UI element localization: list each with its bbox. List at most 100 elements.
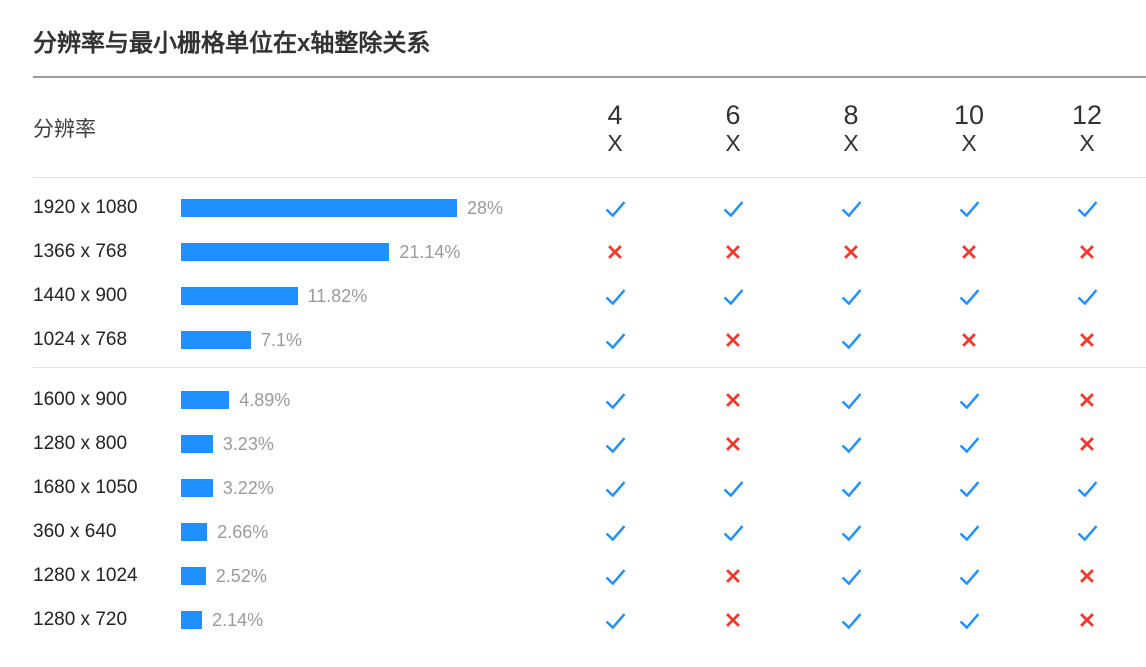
not-divisible-mark <box>725 244 741 260</box>
divisible-mark <box>958 200 981 217</box>
check-icon <box>605 524 625 541</box>
cross-icon <box>1080 613 1094 627</box>
check-icon <box>841 332 861 349</box>
divisibility-marks <box>556 524 1146 541</box>
table-body: 1920 x 1080 28% 1366 x 768 21.14% 1440 x 900… <box>33 178 1146 642</box>
multiplier-column-headers: 4 X 6 X 8 X 10 X 12 X <box>556 100 1146 156</box>
share-bar <box>181 611 203 629</box>
not-divisible-mark <box>1079 568 1095 584</box>
multiplier-unit: X <box>725 129 741 156</box>
check-icon <box>1077 200 1097 217</box>
divisible-mark <box>958 612 981 629</box>
divisible-mark <box>840 392 863 409</box>
divisible-mark <box>1076 480 1099 497</box>
divisible-mark <box>722 524 745 541</box>
cross-icon <box>726 245 740 259</box>
resolution-label: 1366 x 768 <box>33 241 128 262</box>
divisible-mark <box>604 480 627 497</box>
divisible-mark <box>840 568 863 585</box>
divisible-mark <box>958 480 981 497</box>
check-icon <box>605 480 625 497</box>
share-bar-cell: 3.22% <box>181 478 556 499</box>
divisibility-marks <box>556 332 1146 349</box>
table-row: 1280 x 1024 2.52% <box>33 554 1146 598</box>
multiplier-value: 12 <box>1071 99 1103 130</box>
divisible-mark <box>604 524 627 541</box>
share-percent-label: 28% <box>467 197 504 218</box>
table-row: 360 x 640 2.66% <box>33 510 1146 554</box>
check-icon <box>1077 288 1097 305</box>
table-row: 1920 x 1080 28% <box>33 186 1146 230</box>
share-bar <box>181 523 208 541</box>
resolution-label: 360 x 640 <box>33 521 117 542</box>
share-bar-cell: 3.23% <box>181 434 556 455</box>
share-percent-label: 11.82% <box>307 285 368 306</box>
cross-icon <box>726 569 740 583</box>
not-divisible-mark <box>1079 332 1095 348</box>
not-divisible-mark <box>725 568 741 584</box>
divisible-mark <box>1076 524 1099 541</box>
group-divider <box>33 367 1146 368</box>
divisible-mark <box>604 288 627 305</box>
share-percent-label: 2.66% <box>217 521 269 542</box>
resolution-label: 1600 x 900 <box>33 389 128 410</box>
check-icon <box>605 392 625 409</box>
check-icon <box>1077 524 1097 541</box>
share-percent-label: 4.89% <box>239 389 291 410</box>
share-bar <box>181 199 457 217</box>
divisible-mark <box>604 200 627 217</box>
divisible-mark <box>1076 288 1099 305</box>
cross-icon <box>1080 569 1094 583</box>
cross-icon <box>962 333 976 347</box>
not-divisible-mark <box>843 244 859 260</box>
multiplier-value: 10 <box>953 99 985 130</box>
divisible-mark <box>604 436 627 453</box>
divisible-mark <box>604 332 627 349</box>
divisibility-marks <box>556 612 1146 629</box>
table-row: 1024 x 768 7.1% <box>33 318 1146 362</box>
divisibility-marks <box>556 244 1146 260</box>
table-row: 1366 x 768 21.14% <box>33 230 1146 274</box>
check-icon <box>605 568 625 585</box>
share-bar <box>181 243 390 261</box>
resolution-label: 1280 x 1024 <box>33 565 138 586</box>
share-bar <box>181 287 298 305</box>
multiplier-column-header: 10 X <box>954 100 984 156</box>
check-icon <box>723 200 743 217</box>
check-icon <box>605 332 625 349</box>
share-bar-cell: 2.14% <box>181 610 556 631</box>
cross-icon <box>726 613 740 627</box>
not-divisible-mark <box>1079 244 1095 260</box>
share-percent-label: 3.23% <box>222 433 274 454</box>
share-bar-cell: 28% <box>181 198 556 219</box>
divisible-mark <box>722 480 745 497</box>
share-percent-label: 3.22% <box>222 477 274 498</box>
divisible-mark <box>840 612 863 629</box>
resolution-column-header: 分辨率 <box>33 117 96 141</box>
table-header: 分辨率 4 X 6 X 8 X 10 X 12 X <box>33 78 1146 177</box>
check-icon <box>959 612 979 629</box>
check-icon <box>841 612 861 629</box>
not-divisible-mark <box>961 244 977 260</box>
check-icon <box>841 568 861 585</box>
resolution-label: 1920 x 1080 <box>33 197 138 218</box>
divisible-mark <box>840 332 863 349</box>
not-divisible-mark <box>725 612 741 628</box>
cross-icon <box>726 333 740 347</box>
share-percent-label: 2.14% <box>212 609 264 630</box>
divisible-mark <box>958 288 981 305</box>
divisible-mark <box>958 524 981 541</box>
share-percent-label: 2.52% <box>215 565 267 586</box>
check-icon <box>959 288 979 305</box>
share-bar-cell: 2.66% <box>181 522 556 543</box>
header-divider <box>33 177 1146 178</box>
divisible-mark <box>604 392 627 409</box>
check-icon <box>959 480 979 497</box>
resolution-label: 1680 x 1050 <box>33 477 138 498</box>
divisible-mark <box>958 568 981 585</box>
divisible-mark <box>840 288 863 305</box>
check-icon <box>959 392 979 409</box>
share-bar-cell: 2.52% <box>181 566 556 587</box>
